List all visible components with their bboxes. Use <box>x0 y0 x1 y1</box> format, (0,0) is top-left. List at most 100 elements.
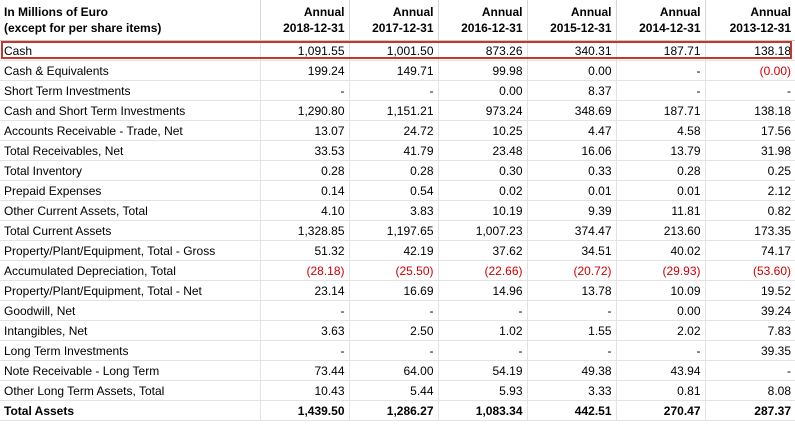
row-value: (20.72) <box>526 260 616 281</box>
row-value: 0.81 <box>615 380 705 401</box>
row-value: 40.02 <box>615 240 705 261</box>
row-value: 1.55 <box>526 320 616 341</box>
table-row: Accumulated Depreciation, Total (28.18) (2… <box>0 260 795 281</box>
row-label: Other Long Term Assets, Total <box>0 380 260 401</box>
table-row: Total Inventory 0.28 0.28 0.30 0.33 0.28 0.25 <box>0 160 795 181</box>
table-row: Cash & Equivalents 199.24 149.71 99.98 0.00-… <box>0 60 795 81</box>
row-value: 973.24 <box>437 100 527 121</box>
row-value: 2.02 <box>615 320 705 341</box>
row-label: Goodwill, Net <box>0 300 260 321</box>
row-value: - <box>526 300 616 321</box>
row-value: 11.81 <box>615 200 705 221</box>
row-value: 149.71 <box>348 60 438 81</box>
row-value: 0.82 <box>704 200 795 221</box>
row-value: 5.44 <box>348 380 438 401</box>
table-row: Property/Plant/Equipment, Total - Net 23.… <box>0 280 795 301</box>
row-label: Total Inventory <box>0 160 260 181</box>
row-value: 374.47 <box>526 220 616 241</box>
row-value: (0.00) <box>704 60 795 81</box>
table-row: Long Term Investments - - - - -39.35 <box>0 340 795 361</box>
row-label: Short Term Investments <box>0 80 260 101</box>
row-value: 348.69 <box>526 100 616 121</box>
row-value: 2.50 <box>348 320 438 341</box>
row-value: 0.28 <box>615 160 705 181</box>
period-type: Annual <box>750 5 791 19</box>
row-value: 1,007.23 <box>437 220 527 241</box>
row-value: 39.24 <box>704 300 795 321</box>
row-value: 213.60 <box>615 220 705 241</box>
row-value: 287.37 <box>704 400 795 421</box>
row-value: 39.35 <box>704 340 795 361</box>
row-value: - <box>615 340 705 361</box>
row-value: 10.19 <box>437 200 527 221</box>
row-value: (53.60) <box>704 260 795 281</box>
row-value: 4.47 <box>526 120 616 141</box>
period-date: 2014-12-31 <box>639 21 701 35</box>
period-type: Annual <box>303 5 345 19</box>
row-label: Accumulated Depreciation, Total <box>0 260 260 281</box>
table-row: Prepaid Expenses 0.14 0.54 0.02 0.01 0.01 2.12 <box>0 180 795 201</box>
row-label: Long Term Investments <box>0 340 260 361</box>
table-row: Total Current Assets 1,328.85 1,197.65 1,00… <box>0 220 795 241</box>
period-header: Annual 2018-12-31 <box>259 0 349 41</box>
row-value: 1,083.34 <box>437 400 527 421</box>
row-value: 8.08 <box>704 380 795 401</box>
period-header: Annual 2016-12-31 <box>437 0 527 41</box>
row-value: 0.28 <box>348 160 438 181</box>
row-value: 73.44 <box>259 360 349 381</box>
units-note: (except for per share items) <box>4 21 162 35</box>
row-value: 42.19 <box>348 240 438 261</box>
row-label: Intangibles, Net <box>0 320 260 341</box>
row-value: 187.71 <box>615 40 705 61</box>
period-date: 2013-12-31 <box>729 21 791 35</box>
row-value: 2.12 <box>704 180 795 201</box>
table-row: Other Long Term Assets, Total 10.43 5.44 5.… <box>0 380 795 401</box>
row-value: 37.62 <box>437 240 527 261</box>
table-row: Other Current Assets, Total 4.10 3.83 10.19… <box>0 200 795 221</box>
row-label: Cash <box>0 40 260 61</box>
row-value: 340.31 <box>526 40 616 61</box>
row-value: 17.56 <box>704 120 795 141</box>
row-value: - <box>704 80 795 101</box>
row-value: (28.18) <box>259 260 349 281</box>
header-row: In Millions of Euro (except for per shar… <box>0 0 795 41</box>
period-date: 2017-12-31 <box>372 21 434 35</box>
row-value: 8.37 <box>526 80 616 101</box>
row-value: - <box>348 300 438 321</box>
row-value: 5.93 <box>437 380 527 401</box>
row-value: 138.18 <box>704 40 795 61</box>
row-label: Note Receivable - Long Term <box>0 360 260 381</box>
period-date: 2016-12-31 <box>461 21 523 35</box>
row-value: 0.28 <box>259 160 349 181</box>
table-row: Total Assets 1,439.50 1,286.27 1,083.34 442.… <box>0 400 795 421</box>
row-value: - <box>259 80 349 101</box>
row-value: 187.71 <box>615 100 705 121</box>
row-value: 1,328.85 <box>259 220 349 241</box>
row-value: 1,290.80 <box>259 100 349 121</box>
row-value: 19.52 <box>704 280 795 301</box>
period-header: Annual 2013-12-31 <box>704 0 795 41</box>
row-value: - <box>259 300 349 321</box>
row-value: 33.53 <box>259 140 349 161</box>
table-row: Cash 1,091.55 1,001.50 873.26 340.31 187.71 13… <box>0 40 795 61</box>
row-label: Property/Plant/Equipment, Total - Gross <box>0 240 260 261</box>
row-value: 0.01 <box>526 180 616 201</box>
table-row: Total Receivables, Net 33.53 41.79 23.48 16.… <box>0 140 795 161</box>
period-type: Annual <box>570 5 612 19</box>
table-row: Intangibles, Net 3.63 2.50 1.02 1.55 2.02 7.83 <box>0 320 795 341</box>
row-value: 23.48 <box>437 140 527 161</box>
row-value: - <box>704 360 795 381</box>
row-value: 64.00 <box>348 360 438 381</box>
row-label: Total Current Assets <box>0 220 260 241</box>
row-value: 13.78 <box>526 280 616 301</box>
row-value: 0.00 <box>526 60 616 81</box>
row-value: - <box>437 340 527 361</box>
period-header: Annual 2017-12-31 <box>348 0 438 41</box>
row-label: Total Assets <box>0 400 260 421</box>
row-value: 4.10 <box>259 200 349 221</box>
row-value: 1,439.50 <box>259 400 349 421</box>
row-value: 270.47 <box>615 400 705 421</box>
row-value: 10.25 <box>437 120 527 141</box>
row-value: 0.14 <box>259 180 349 201</box>
